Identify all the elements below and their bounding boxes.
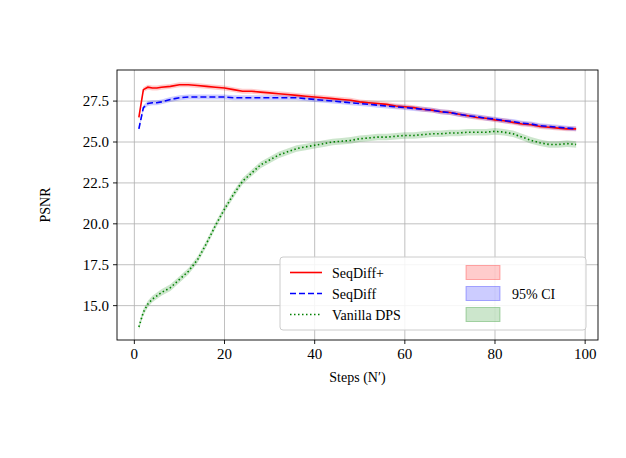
- series-line: [139, 97, 576, 129]
- x-grid-line: [134, 70, 135, 340]
- x-tick: [224, 340, 225, 344]
- x-tick: [494, 340, 495, 344]
- x-tick-label: 80: [487, 346, 502, 362]
- y-tick-label: 25.0: [83, 134, 109, 150]
- y-tick-label: 15.0: [83, 298, 109, 314]
- y-grid-line: [117, 223, 598, 224]
- x-axis-label: Steps (N′): [329, 370, 386, 386]
- x-tick-label: 40: [307, 346, 322, 362]
- y-tick: [113, 101, 117, 102]
- x-grid-line: [224, 70, 225, 340]
- legend-line: [290, 272, 322, 274]
- plot-frame: [117, 70, 598, 340]
- legend-ci-patch: [466, 308, 500, 322]
- x-tick: [134, 340, 135, 344]
- y-tick-label: 27.5: [83, 93, 109, 109]
- y-tick-label: 17.5: [83, 257, 109, 273]
- y-axis-label: PSNR: [38, 187, 53, 223]
- legend-label: SeqDiff+: [332, 266, 384, 281]
- y-tick: [113, 264, 117, 265]
- y-tick: [113, 305, 117, 306]
- legend-label: SeqDiff: [332, 287, 376, 302]
- ci-band: [139, 82, 576, 131]
- background: [0, 0, 626, 458]
- legend-ci-label: 95% CI: [512, 287, 556, 302]
- y-tick-label: 20.0: [83, 216, 109, 232]
- legend-box: [280, 257, 586, 330]
- x-tick-label: 100: [574, 346, 597, 362]
- legend-ci-patch: [466, 287, 500, 301]
- x-tick: [314, 340, 315, 344]
- y-tick-label: 22.5: [83, 175, 109, 191]
- y-grid-line: [117, 182, 598, 183]
- legend-line: [290, 293, 322, 295]
- legend-label: Vanilla DPS: [332, 308, 401, 323]
- ci-band: [139, 95, 576, 132]
- series-line: [139, 85, 576, 129]
- legend: SeqDiff+ SeqDiff Vanilla DPS 95% CI: [280, 257, 586, 330]
- legend-ci-patch: [466, 266, 500, 280]
- x-tick-label: 0: [131, 346, 139, 362]
- chart: 0 20 40 60 80 100 15.0 17.5 20.0 22.5 25.0 27.5 Step…: [0, 0, 626, 458]
- y-tick: [113, 182, 117, 183]
- x-tick-label: 60: [397, 346, 412, 362]
- x-tick-label: 20: [217, 346, 232, 362]
- x-tick: [404, 340, 405, 344]
- x-tick: [585, 340, 586, 344]
- y-tick: [113, 223, 117, 224]
- legend-line: [290, 314, 322, 316]
- y-tick: [113, 142, 117, 143]
